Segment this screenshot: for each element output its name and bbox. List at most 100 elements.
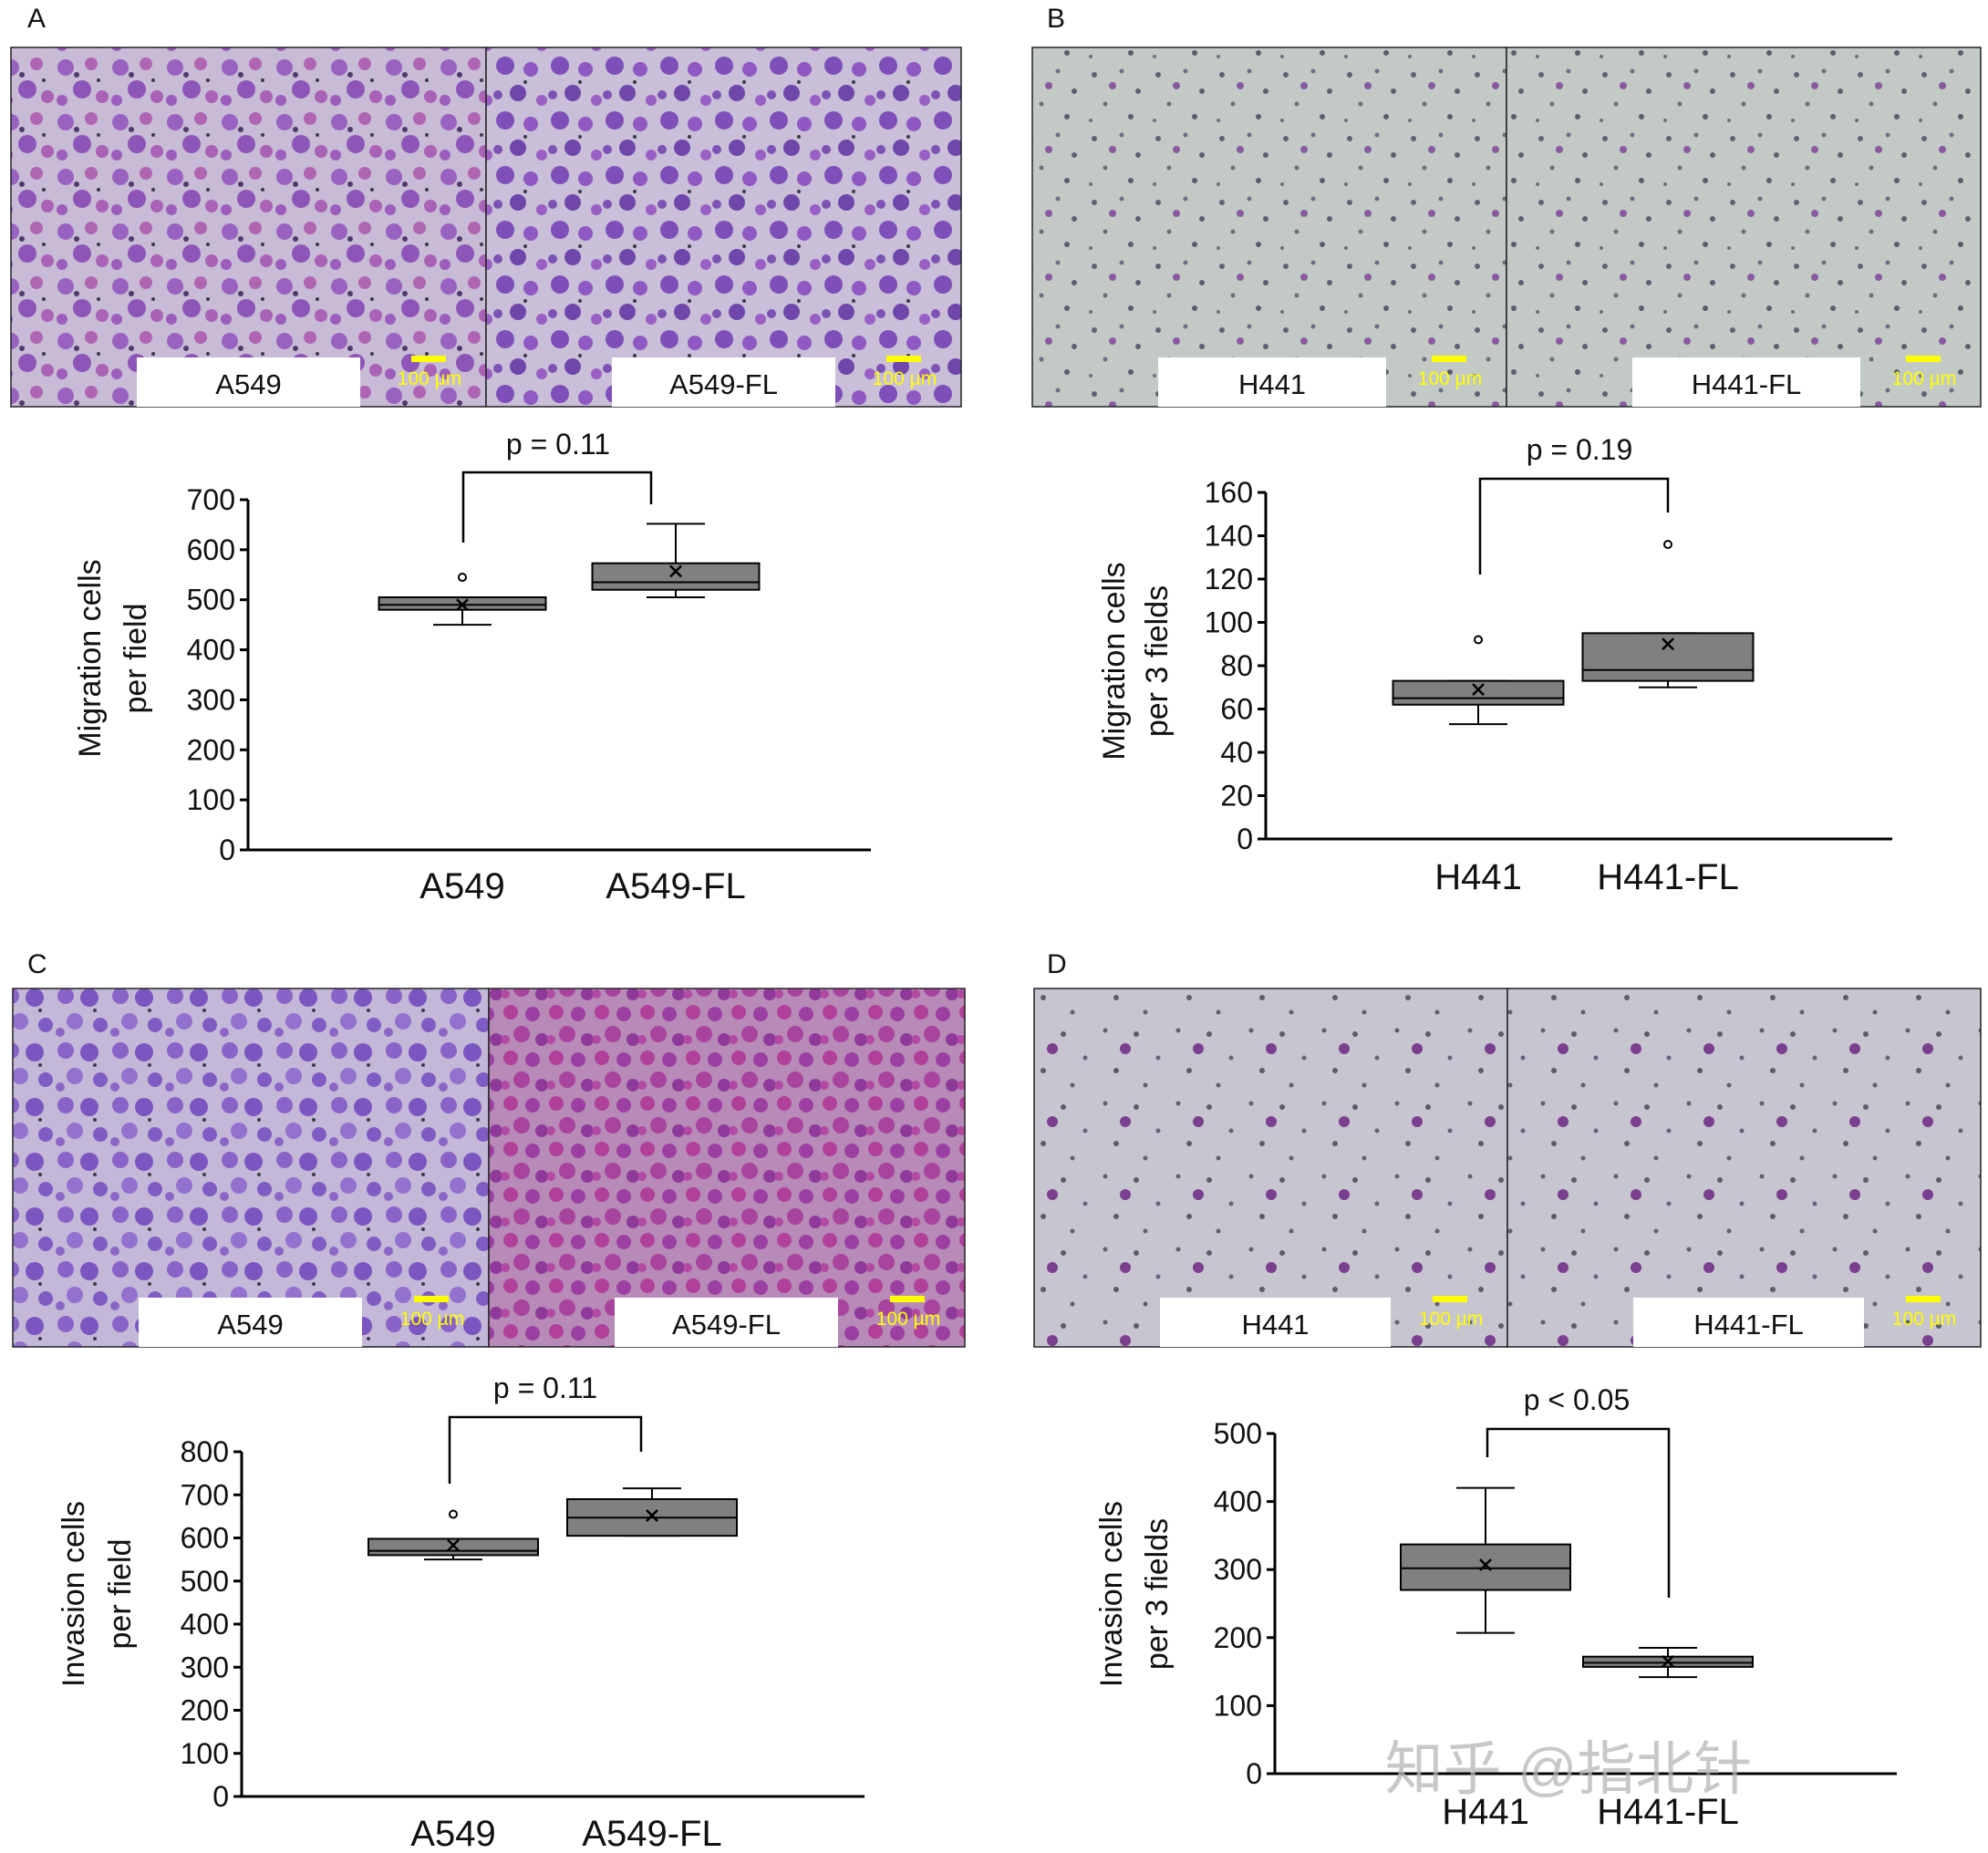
mean-marker — [447, 1538, 460, 1552]
y-axis-label: per field — [119, 604, 153, 714]
y-tick-label: 500 — [187, 584, 235, 616]
y-tick-label: 40 — [1220, 736, 1253, 769]
y-tick-label: 140 — [1205, 520, 1253, 553]
y-tick-label: 0 — [1246, 1757, 1262, 1790]
y-tick-label: 0 — [212, 1780, 229, 1813]
scale-bar — [1906, 356, 1941, 362]
image-label-box — [137, 357, 360, 407]
mean-marker — [1472, 683, 1485, 697]
y-axis-label: Invasion cells — [1094, 1501, 1129, 1687]
y-tick-label: 100 — [181, 1737, 229, 1770]
mean-marker — [646, 1509, 658, 1522]
p-value-label: p = 0.19 — [1527, 433, 1633, 466]
panel-letter: C — [27, 949, 47, 979]
image-label: A549-FL — [669, 368, 778, 400]
mean-marker — [669, 564, 682, 578]
y-tick-label: 400 — [1214, 1486, 1262, 1518]
image-label: H441 — [1241, 1309, 1309, 1341]
x-category-label: A549 — [419, 866, 504, 906]
micrograph — [1031, 47, 1507, 408]
x-category-label: A549-FL — [606, 866, 745, 906]
mean-marker — [1662, 1655, 1674, 1668]
panel-letter: A — [27, 4, 46, 34]
y-axis-label: per 3 fields — [1140, 1518, 1175, 1670]
image-label: A549 — [217, 1309, 283, 1341]
box-A549-FL — [566, 1487, 738, 1537]
significance-bracket — [1478, 477, 1670, 575]
outlier-point — [1474, 635, 1483, 645]
y-tick-label: 300 — [187, 683, 235, 716]
box-chart: 0 100 200 300 400 500 600 700 Migration cells per… — [73, 428, 871, 906]
image-label: A549-FL — [672, 1309, 781, 1341]
y-tick-label: 80 — [1220, 649, 1253, 682]
y-axis-label: per field — [103, 1539, 138, 1650]
y-tick-label: 120 — [1205, 563, 1253, 595]
image-label-box — [1632, 357, 1860, 407]
y-tick-label: 100 — [187, 783, 235, 816]
y-tick-label: 300 — [181, 1651, 229, 1683]
scale-label: 100 µm — [1892, 368, 1956, 389]
micrograph — [1506, 47, 1982, 408]
outlier-point — [1663, 540, 1672, 549]
y-tick-label: 300 — [1214, 1553, 1262, 1586]
scale-label: 100 µm — [400, 1309, 464, 1330]
image-label-box — [612, 357, 835, 407]
y-tick-label: 700 — [181, 1478, 229, 1511]
outlier-point — [458, 573, 467, 583]
scale-label: 100 µm — [876, 1309, 940, 1330]
box-iqr — [368, 1537, 539, 1557]
y-tick-label: 700 — [187, 483, 235, 516]
y-axis-label: Migration cells — [73, 559, 108, 757]
micrograph — [12, 988, 490, 1348]
y-tick-label: 200 — [187, 733, 235, 766]
mean-marker — [1479, 1558, 1492, 1571]
mean-marker — [1662, 637, 1674, 651]
image-label-box — [139, 1298, 362, 1347]
micrograph — [10, 47, 487, 408]
outlier-point — [449, 1509, 458, 1519]
box-A549 — [378, 573, 547, 626]
p-value-label: p < 0.05 — [1524, 1383, 1631, 1416]
scale-label: 100 µm — [1892, 1309, 1956, 1330]
scale-bar — [890, 1296, 925, 1302]
image-label: H441 — [1238, 368, 1306, 400]
p-value-label: p = 0.11 — [493, 1372, 597, 1404]
x-category-label: H441 — [1434, 857, 1522, 897]
image-label-box — [1158, 357, 1386, 407]
p-value-label: p = 0.11 — [506, 428, 610, 461]
box-chart: 0 20 40 60 80 100 120 140 160 Migration cells per … — [1097, 433, 1892, 897]
x-category-label: H441-FL — [1597, 1792, 1739, 1832]
x-category-label: H441-FL — [1597, 857, 1739, 897]
box-iqr — [591, 562, 761, 591]
image-label-box — [1160, 1298, 1391, 1347]
box-A549 — [368, 1509, 539, 1561]
box-H441-FL — [1581, 540, 1755, 688]
significance-bracket — [1486, 1427, 1671, 1598]
scale-label: 100 µm — [873, 368, 937, 389]
y-tick-label: 800 — [181, 1435, 229, 1468]
box-H441 — [1400, 1486, 1571, 1634]
box-H441-FL — [1582, 1646, 1754, 1679]
scale-bar — [886, 356, 921, 362]
watermark: 知乎 @指北针 — [1385, 1736, 1753, 1802]
micrograph — [485, 47, 962, 408]
significance-bracket — [448, 1415, 643, 1484]
box-iqr — [1581, 632, 1755, 682]
y-axis-label: per 3 fields — [1140, 585, 1175, 737]
y-tick-label: 500 — [181, 1565, 229, 1598]
box-A549-FL — [591, 523, 761, 598]
micrograph — [1507, 988, 1982, 1348]
scale-bar — [1432, 356, 1466, 362]
scale-bar — [1433, 1296, 1467, 1302]
mean-marker — [456, 598, 469, 612]
x-category-label: A549 — [410, 1814, 495, 1853]
image-label-box — [615, 1298, 838, 1347]
y-tick-label: 160 — [1205, 476, 1253, 509]
y-tick-label: 0 — [1237, 823, 1253, 855]
y-axis-label: Invasion cells — [57, 1501, 91, 1687]
x-category-label: A549-FL — [582, 1814, 721, 1853]
panel-letter: D — [1047, 949, 1067, 979]
significance-bracket — [461, 471, 653, 543]
image-label-box — [1633, 1298, 1864, 1347]
y-tick-label: 200 — [1214, 1621, 1262, 1654]
